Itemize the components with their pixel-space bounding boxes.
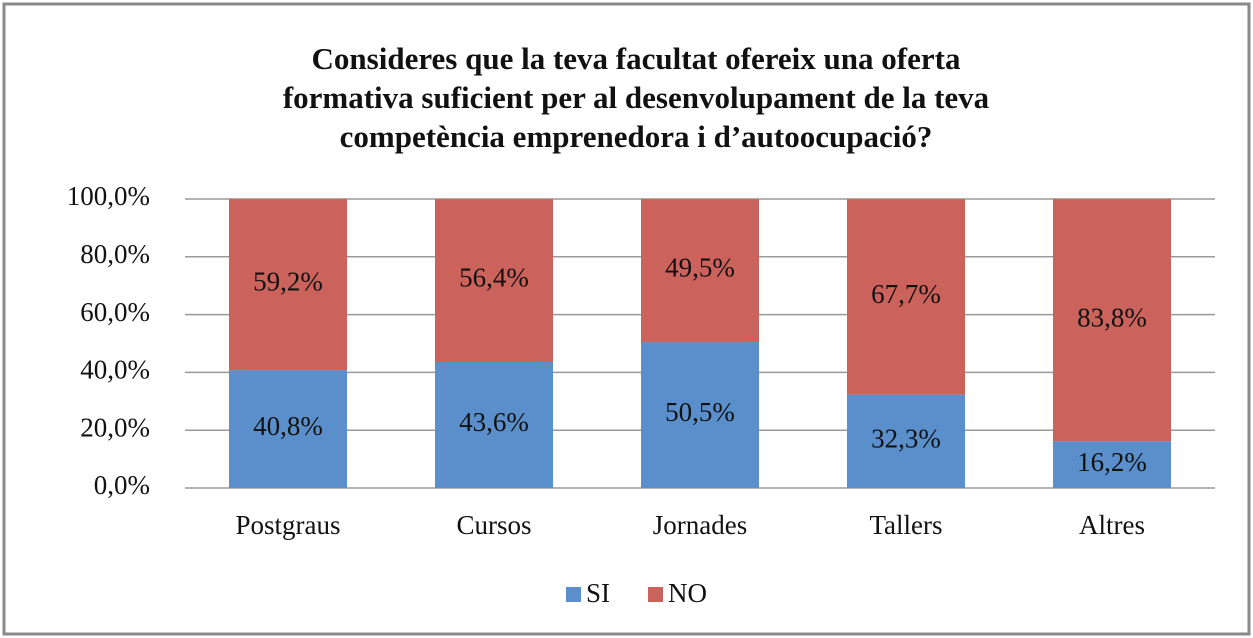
data-label: 50,5%	[665, 397, 735, 427]
data-label: 49,5%	[665, 253, 735, 283]
legend-swatch	[648, 587, 664, 602]
data-label: 16,2%	[1077, 447, 1147, 477]
data-label: 32,3%	[871, 424, 941, 454]
data-label: 56,4%	[459, 263, 529, 293]
bar-segment	[1053, 441, 1171, 488]
legend-label: SI	[586, 578, 610, 608]
data-label: 40,8%	[253, 411, 323, 441]
bar-segment	[229, 370, 347, 488]
bar-segment	[641, 342, 759, 488]
data-label: 43,6%	[459, 407, 529, 437]
x-tick-label: Jornades	[653, 510, 747, 540]
data-label: 59,2%	[253, 267, 323, 297]
chart-title: Consideres que la teva facultat ofereix …	[312, 41, 961, 76]
bar-segment	[641, 199, 759, 343]
bar-segment	[229, 199, 347, 371]
y-tick-label: 20,0%	[80, 412, 150, 442]
bar-segment	[1053, 199, 1171, 442]
data-label: 83,8%	[1077, 302, 1147, 332]
y-tick-label: 60,0%	[80, 297, 150, 327]
y-tick-label: 80,0%	[80, 239, 150, 269]
bar-segment	[435, 199, 553, 362]
x-tick-label: Altres	[1079, 510, 1145, 540]
bar-segment	[847, 199, 965, 395]
y-tick-label: 0,0%	[94, 470, 150, 500]
chart-title: formativa suficient per al desenvolupame…	[283, 80, 990, 115]
data-label: 67,7%	[871, 279, 941, 309]
x-tick-label: Tallers	[869, 510, 942, 540]
y-tick-label: 40,0%	[80, 355, 150, 385]
legend-swatch	[566, 587, 581, 602]
x-tick-label: Cursos	[456, 510, 531, 540]
chart-title: competència emprenedora i d’autoocupació…	[340, 119, 933, 154]
x-tick-label: Postgraus	[235, 510, 340, 540]
legend-label: NO	[668, 578, 707, 608]
y-tick-label: 100,0%	[67, 181, 150, 211]
bar-segment	[847, 394, 965, 488]
bar-segment	[435, 361, 553, 488]
